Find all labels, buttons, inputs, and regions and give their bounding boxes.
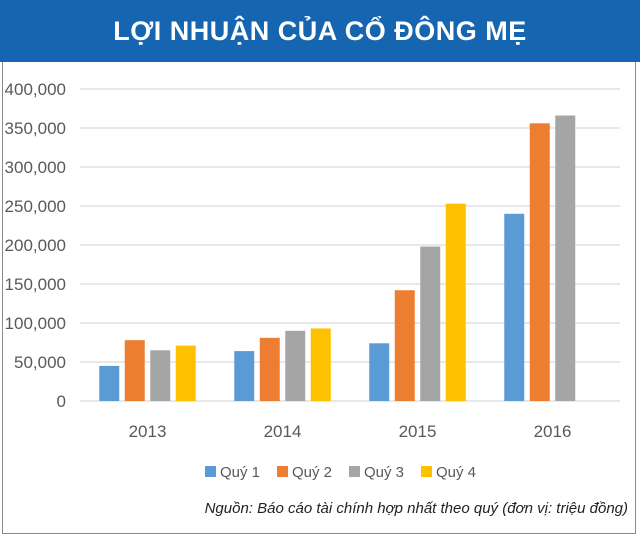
y-tick-label: 100,000 [5,314,66,333]
y-tick-label: 50,000 [14,353,66,372]
source-note: Nguồn: Báo cáo tài chính hợp nhất theo q… [204,500,628,517]
legend-label: Quý 2 [292,464,332,481]
x-tick-label: 2015 [399,422,437,441]
bar-2014-2 [285,330,306,401]
legend-swatch [421,466,432,477]
chart-title: LỢI NHUẬN CỦA CỔ ĐÔNG MẸ [0,0,640,62]
legend-swatch [277,466,288,477]
bar-2013-2 [150,350,171,401]
y-tick-label: 400,000 [5,80,66,99]
bar-2016-0 [504,213,525,401]
bar-2015-1 [394,290,415,401]
bar-2013-1 [124,340,145,401]
bar-2013-3 [175,345,196,401]
y-tick-label: 150,000 [5,275,66,294]
legend-swatch [349,466,360,477]
y-tick-label: 350,000 [5,119,66,138]
y-tick-label: 200,000 [5,236,66,255]
y-tick-label: 0 [57,392,66,411]
bar-2016-2 [555,115,576,402]
y-tick-label: 250,000 [5,197,66,216]
legend-label: Quý 3 [364,464,404,481]
chart-frame [2,62,636,534]
bar-2014-3 [310,328,331,401]
bar-2015-0 [369,343,390,401]
x-tick-label: 2014 [264,422,302,441]
legend-label: Quý 1 [220,464,260,481]
legend-label: Quý 4 [436,464,476,481]
bar-2014-0 [234,351,255,401]
bar-2016-1 [529,123,550,401]
bar-2014-1 [259,337,280,401]
legend-swatch [205,466,216,477]
bar-2015-3 [445,203,466,401]
bar-2013-0 [99,365,120,401]
y-tick-label: 300,000 [5,158,66,177]
x-tick-label: 2013 [129,422,167,441]
bar-2015-2 [420,246,441,401]
x-tick-label: 2016 [534,422,572,441]
